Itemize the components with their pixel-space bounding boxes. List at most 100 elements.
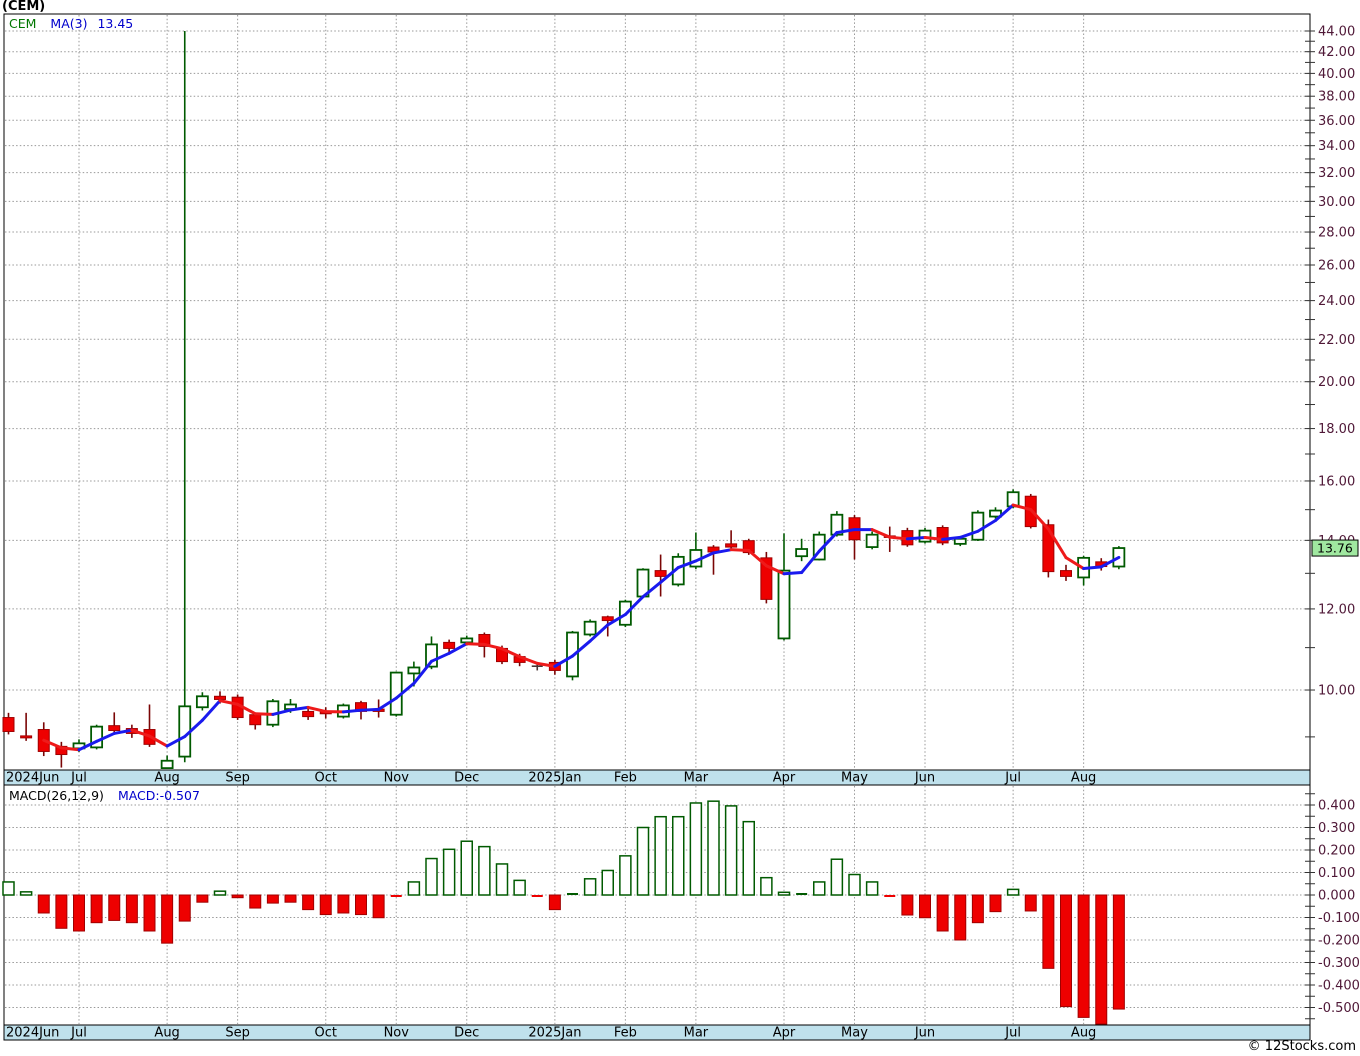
ma3-segment: [747, 549, 768, 568]
candle-down: [478, 633, 491, 647]
ma3-segment: [941, 535, 962, 541]
candle-down: [214, 695, 226, 700]
ma3-segment: [782, 571, 804, 576]
candle-up: [425, 643, 438, 668]
month-label-macd: Dec: [454, 1026, 479, 1041]
macd-params-label: MACD(26,12,9): [9, 788, 104, 803]
x-axis-strip-macd: [3, 1024, 1311, 1041]
macd-bar: [513, 879, 526, 896]
x-axis-strip-main: [3, 769, 1311, 786]
ma3-segment: [923, 536, 945, 541]
ma3-segment: [42, 738, 63, 750]
ma3-segment: [447, 642, 469, 655]
ma3-segment: [976, 518, 997, 533]
macd-bar: [1060, 894, 1072, 1008]
price-tick-label: 40.00: [1318, 67, 1355, 82]
macd-bar: [936, 894, 949, 932]
month-label-macd: May: [841, 1026, 868, 1041]
month-label-macd: Sep: [225, 1026, 250, 1041]
ma3-segment: [289, 705, 310, 712]
candle-down: [1060, 570, 1072, 577]
ma3-segment: [271, 708, 292, 716]
price-tick-label: 12.00: [1318, 602, 1355, 617]
price-tick-label: 24.00: [1318, 294, 1355, 309]
macd-bar: [654, 815, 667, 896]
candle-up: [953, 537, 967, 545]
month-label-main: Oct: [315, 771, 337, 786]
ma3-segment: [958, 529, 980, 539]
macd-bar: [284, 894, 297, 903]
ma3-segment: [148, 734, 169, 748]
candle-down: [654, 570, 667, 577]
month-label-main: Aug: [1071, 771, 1096, 786]
page-title: (CEM): [2, 0, 46, 14]
macd-bar: [231, 894, 244, 899]
macd-bar: [407, 881, 421, 896]
ma3-segment: [200, 699, 222, 722]
macd-legend: MACD(26,12,9) MACD:-0.507: [9, 788, 200, 803]
ma3-segment: [518, 655, 539, 665]
month-label-main: May: [841, 771, 868, 786]
macd-bar: [636, 826, 650, 896]
ma3-segment: [571, 639, 592, 658]
macd-bar: [777, 891, 791, 896]
price-tick-label: 28.00: [1318, 226, 1355, 241]
candle-up: [583, 620, 597, 636]
ma3-segment: [77, 739, 99, 752]
macd-bar: [884, 895, 896, 897]
ma3-segment: [905, 536, 927, 541]
ma3-segment: [729, 548, 751, 553]
ma3-segment: [112, 728, 134, 735]
candle-up: [795, 548, 809, 558]
macd-bar: [1077, 894, 1090, 1018]
ma3-segment: [394, 681, 416, 700]
macd-bar: [319, 894, 332, 916]
candle-up: [407, 666, 421, 675]
macd-tick-label: 0.000: [1318, 889, 1355, 904]
macd-bar: [37, 894, 50, 914]
price-tick-label: 16.00: [1318, 474, 1355, 489]
ma3-segment: [482, 642, 504, 651]
macd-bar: [73, 894, 85, 932]
macd-bar: [1006, 888, 1020, 896]
candle-up: [865, 533, 879, 548]
candle-down: [2, 717, 15, 732]
macd-bar: [989, 894, 1002, 913]
candle-down: [302, 710, 315, 718]
macd-bar: [742, 820, 755, 896]
ma3-segment: [253, 712, 275, 716]
macd-tick-label: 0.100: [1318, 866, 1355, 881]
month-label-main: Jun: [914, 771, 935, 786]
ma3-segment: [306, 705, 328, 714]
month-label-macd: Mar: [684, 1026, 709, 1041]
candle-down: [20, 735, 33, 739]
macd-value-label: MACD:-0.507: [117, 788, 200, 803]
month-label-macd: Feb: [614, 1026, 637, 1041]
macd-bar: [390, 895, 402, 897]
month-label-main: Feb: [614, 771, 637, 786]
month-label-macd: Aug: [1071, 1026, 1096, 1041]
ma3-segment: [500, 647, 522, 659]
macd-tick-label: -0.500: [1318, 1001, 1360, 1016]
macd-bar: [90, 894, 103, 924]
macd-bar: [1042, 894, 1055, 969]
ma3-segment: [1064, 556, 1086, 571]
month-label-macd: Jun: [914, 1026, 935, 1041]
ma3-segment: [800, 549, 821, 575]
chart-legend: CEM MA(3) 13.45: [9, 16, 133, 31]
ma3-segment: [95, 731, 116, 743]
ma3-segment: [430, 651, 451, 663]
ma3-segment: [888, 535, 909, 541]
macd-bar: [249, 894, 262, 909]
candle-down: [725, 543, 738, 548]
ma3-segment: [218, 699, 240, 706]
month-label-main: Nov: [384, 771, 410, 786]
macd-bar: [1095, 894, 1108, 1025]
month-label-macd: Jul: [1004, 1026, 1021, 1041]
ma3-segment: [183, 718, 204, 739]
macd-bar: [724, 805, 738, 896]
macd-bar: [848, 873, 861, 896]
legend-symbol: CEM: [9, 16, 37, 31]
macd-bar: [460, 840, 473, 896]
macd-bar: [495, 863, 509, 896]
